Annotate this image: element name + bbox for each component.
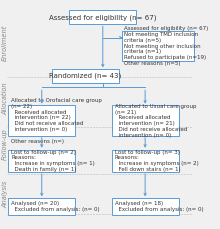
Text: Follow-up: Follow-up [2, 128, 8, 160]
Text: Lost to follow-up (n= 2)
Reasons:
  Increase in symptoms (n= 1)
  Death in famil: Lost to follow-up (n= 2) Reasons: Increa… [11, 150, 95, 172]
Text: Analysis: Analysis [2, 180, 8, 208]
FancyBboxPatch shape [112, 105, 179, 136]
FancyBboxPatch shape [69, 11, 136, 25]
FancyBboxPatch shape [8, 150, 75, 172]
Text: Allocated to Usual care group
(n= 21)
  Received allocated
  intervention (n= 21: Allocated to Usual care group (n= 21) Re… [115, 104, 196, 138]
FancyBboxPatch shape [112, 150, 179, 172]
FancyBboxPatch shape [112, 198, 179, 215]
FancyBboxPatch shape [52, 69, 119, 83]
Text: Assessed for eligibility (n= 67)
Not meeting TMD inclusion
criteria (n=5)
Not me: Assessed for eligibility (n= 67) Not mee… [125, 26, 209, 66]
Text: Allocated to Orofacial care group
(n= 22)
  Received allocated
  intervention (n: Allocated to Orofacial care group (n= 22… [11, 98, 102, 144]
FancyBboxPatch shape [8, 105, 75, 136]
Text: Assessed for eligibility (n= 67): Assessed for eligibility (n= 67) [49, 14, 157, 21]
Text: Allocation: Allocation [2, 83, 8, 115]
FancyBboxPatch shape [8, 198, 75, 215]
Text: Randomized (n= 43): Randomized (n= 43) [49, 73, 121, 79]
Text: Enrollment: Enrollment [2, 25, 8, 61]
Text: Lost to follow-up (n= 3)
Reasons:
  Increase in symptoms (n= 2)
  Fell down stai: Lost to follow-up (n= 3) Reasons: Increa… [115, 150, 198, 172]
Text: Analysed (n= 18)
  Excluded from analysis: (n= 0): Analysed (n= 18) Excluded from analysis:… [115, 201, 203, 212]
FancyBboxPatch shape [121, 31, 194, 61]
Text: Analysed (n= 20)
  Excluded from analysis: (n= 0): Analysed (n= 20) Excluded from analysis:… [11, 201, 100, 212]
